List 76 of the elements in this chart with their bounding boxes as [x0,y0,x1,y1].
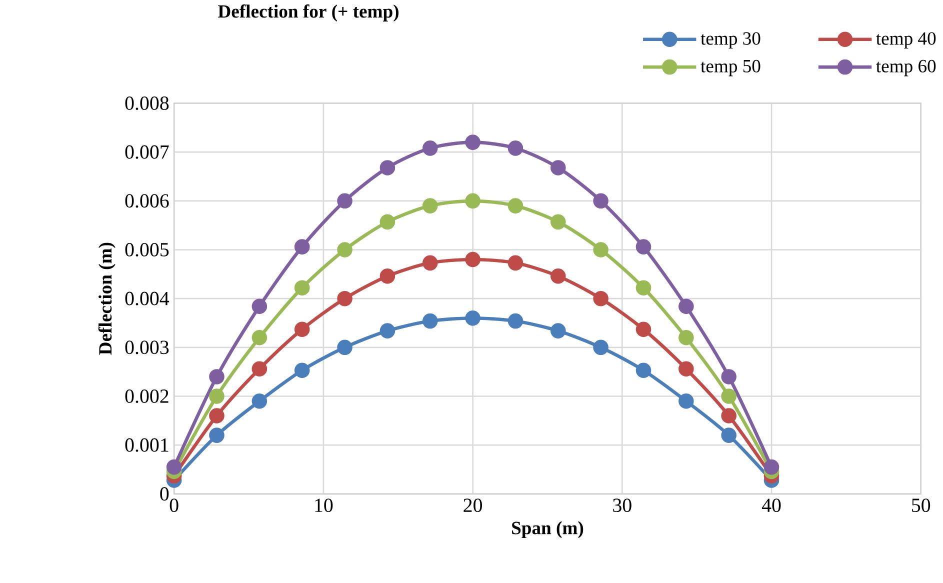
y-tick-label: 0.006 [125,194,169,208]
point [721,388,736,404]
point [294,239,310,254]
point [337,290,352,306]
x-tick-label: 20 [464,498,482,512]
point [550,214,566,230]
point [508,255,524,271]
point [380,268,396,284]
point [294,362,310,378]
point [422,255,438,271]
legend-label: temp 50 [700,60,760,76]
x-axis-title: Span (m) [512,521,584,538]
point [636,280,652,296]
point [209,369,224,384]
point [636,322,652,338]
point [678,298,694,314]
point [252,361,268,377]
point [337,193,352,209]
point [337,340,352,356]
point [422,198,438,214]
legend-label: temp 40 [876,32,936,49]
legend-label: temp 60 [876,60,936,76]
point [380,160,396,176]
point [508,313,524,329]
point [209,388,224,404]
point [252,298,268,314]
point [678,330,694,346]
y-tick-label: 0.008 [125,96,169,110]
point [636,239,652,254]
point [465,193,480,209]
y-tick-label: 0.002 [125,390,168,404]
y-tick-label: 0.001 [125,438,168,452]
point [678,394,694,409]
point [465,134,480,150]
y-tick-label: 0.004 [125,292,170,306]
point [209,408,224,424]
point [209,428,224,443]
point [721,408,736,424]
point [550,323,566,338]
y-tick-label: 0.003 [125,340,169,354]
point [593,290,608,306]
point [465,252,480,268]
point [294,280,310,296]
point [422,140,438,156]
x-tick-label: 50 [912,498,930,512]
x-tick-label: 10 [315,498,333,512]
point [721,369,736,384]
point [380,214,396,230]
point [593,340,608,356]
x-tick-label: 40 [762,498,781,512]
chart-title: Deflection for (+ temp) [218,4,398,22]
point [721,428,736,443]
y-tick-label: 0 [160,487,169,501]
point [508,140,524,156]
point [550,160,566,176]
point [252,394,268,409]
point [550,268,566,284]
point [465,310,480,326]
x-tick-label: 0 [170,498,178,512]
point [166,459,182,475]
point [422,313,438,329]
point [252,330,268,346]
y-tick-label: 0.007 [125,145,169,159]
point [380,323,396,338]
legend-label: temp 30 [700,32,760,49]
point [593,242,608,258]
point [294,322,310,338]
point [678,361,694,377]
point [636,362,652,378]
y-axis-title: Deflection (m) [98,242,116,355]
y-tick-label: 0.005 [125,243,169,257]
x-tick-label: 30 [613,498,632,512]
point [337,242,352,258]
point [508,198,524,214]
point [764,459,780,475]
point [593,193,608,209]
